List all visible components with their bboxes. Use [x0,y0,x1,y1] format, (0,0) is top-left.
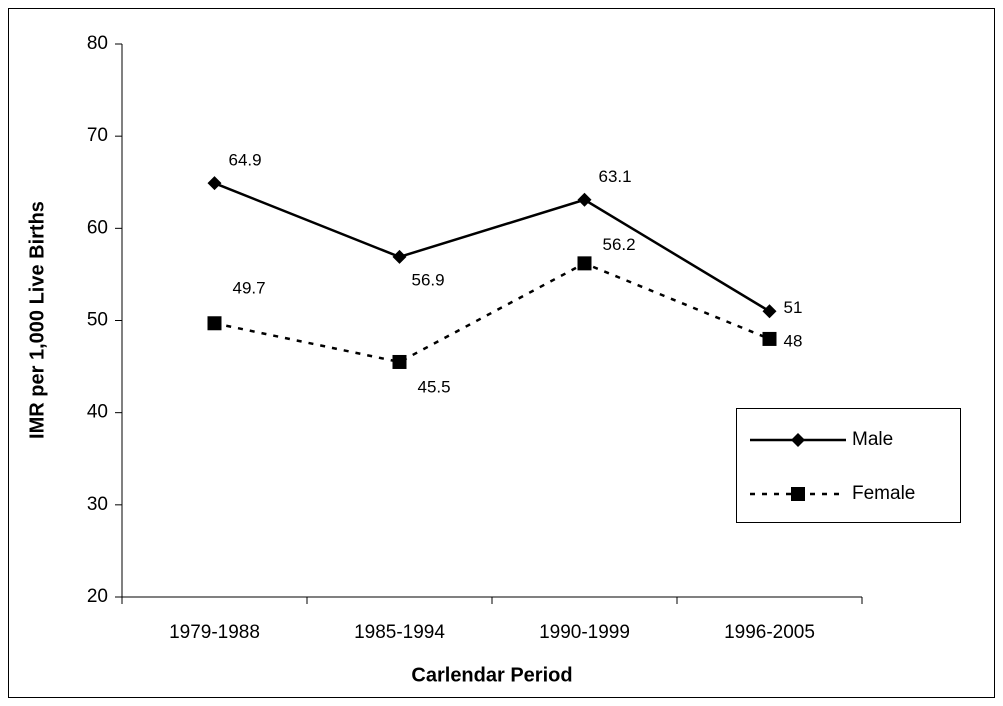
marker [207,176,222,191]
y-tick-label: 20 [87,586,108,607]
y-axis-title: IMR per 1,000 Live Births [26,201,48,439]
legend-label: Male [852,429,893,450]
legend-symbol [791,433,805,447]
data-label: 45.5 [418,377,451,396]
marker [762,304,777,319]
marker [392,354,407,369]
x-tick-label: 1990-1999 [539,622,630,643]
marker [392,249,407,264]
data-label: 48 [784,331,803,350]
y-tick-label: 40 [87,402,108,423]
legend-marker [791,433,805,447]
x-tick-label: 1985-1994 [354,622,445,643]
y-tick-label: 80 [87,33,108,54]
data-label: 64.9 [229,151,262,170]
chart-border [8,8,995,698]
x-axis-title: Carlendar Period [411,664,572,686]
series-line [214,182,771,313]
data-label: 56.2 [603,235,636,254]
legend-symbol [791,487,805,501]
marker [577,256,592,271]
x-tick-label: 1996-2005 [724,622,815,643]
legend-label: Female [852,483,915,504]
data-label: 56.9 [412,270,445,289]
data-label: 49.7 [233,279,266,298]
series: 49.7 45.5 56.2 48 [207,235,803,396]
legend-marker [791,487,805,501]
series: 64.9 56.9 63.1 51 [207,151,803,319]
y-tick-label: 70 [87,125,108,146]
x-tick-label: 1979-1988 [169,622,260,643]
legend-box [736,408,961,523]
y-tick-label: 30 [87,494,108,515]
data-label: 63.1 [599,167,632,186]
y-tick-label: 60 [87,217,108,238]
marker [577,192,592,207]
marker [762,331,777,346]
data-label: 51 [784,298,803,317]
y-tick-label: 50 [87,310,108,331]
marker [207,316,222,331]
